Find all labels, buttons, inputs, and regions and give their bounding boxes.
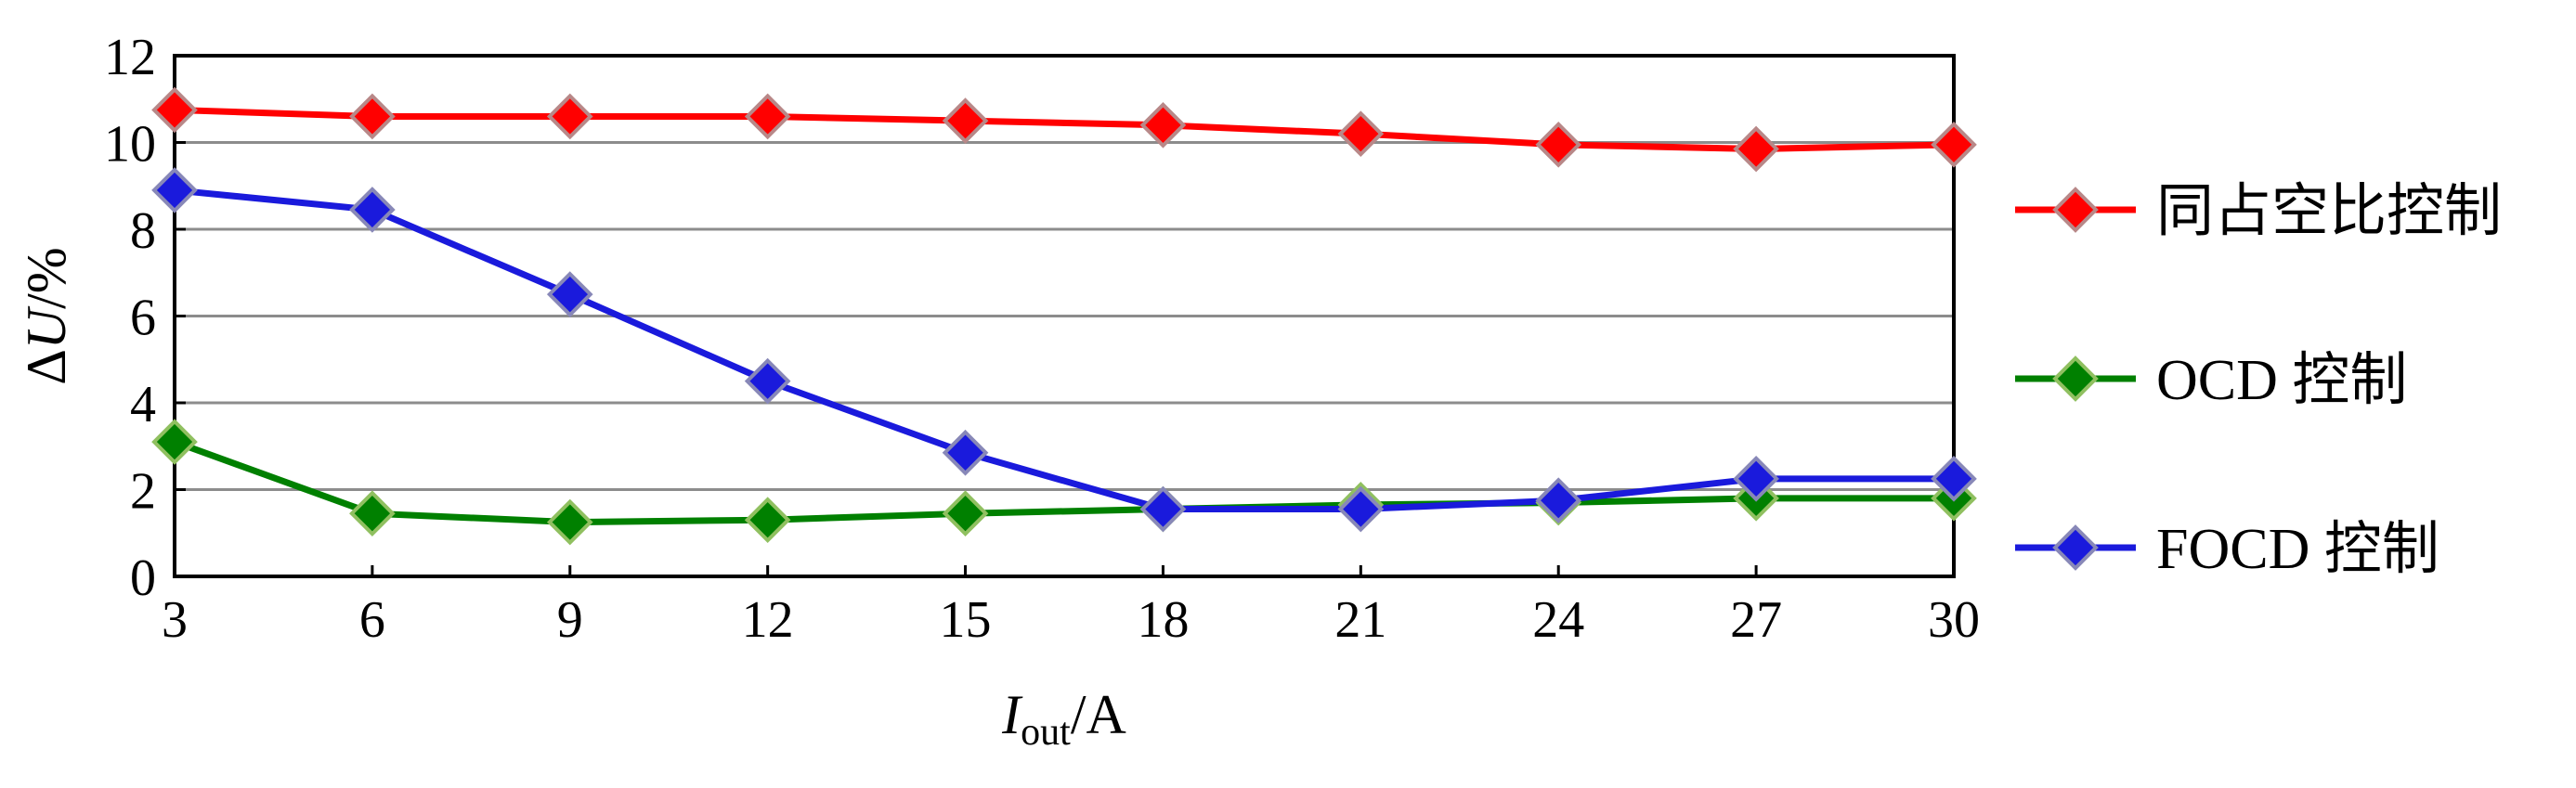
legend-item: OCD 控制	[2015, 349, 2407, 412]
y-tick-label: 6	[130, 290, 156, 347]
x-tick-label: 21	[1334, 591, 1386, 649]
data-point	[942, 490, 989, 537]
y-tick-label: 8	[130, 202, 156, 260]
x-axis-label: Iout/A	[1001, 684, 1126, 754]
data-point	[744, 357, 791, 405]
data-point	[744, 497, 791, 544]
data-point	[942, 429, 989, 476]
data-point	[349, 93, 396, 140]
data-point	[942, 97, 989, 144]
series-line	[174, 187, 1954, 513]
y-tick-label: 0	[130, 549, 156, 607]
legend-item: FOCD 控制	[2015, 518, 2439, 581]
legend-label: OCD 控制	[2156, 349, 2407, 412]
data-point	[546, 271, 593, 317]
data-point	[546, 93, 593, 140]
data-point	[1139, 101, 1187, 149]
series-markers	[151, 86, 1977, 546]
data-point	[1733, 125, 1779, 173]
data-point	[349, 187, 396, 233]
data-point	[1337, 485, 1385, 533]
legend: 同占空比控制 OCD 控制 FOCD 控制	[2015, 180, 2502, 581]
legend-marker	[2052, 524, 2099, 571]
data-point	[151, 419, 198, 465]
x-tick-label: 18	[1137, 591, 1189, 649]
data-point	[744, 93, 791, 140]
x-tick-label: 12	[742, 591, 794, 649]
x-tick-label: 15	[940, 591, 992, 649]
legend-item: 同占空比控制	[2015, 180, 2502, 243]
y-axis-label: ΔU/%	[16, 247, 77, 385]
data-point	[1139, 485, 1187, 533]
data-point	[349, 490, 396, 537]
series-lines	[173, 106, 1955, 526]
data-point	[1535, 122, 1582, 168]
y-tick-label: 12	[104, 29, 156, 86]
x-tick-label: 3	[162, 591, 188, 649]
data-point	[1337, 110, 1385, 157]
y-tick-label: 4	[130, 376, 156, 433]
legend-label: 同占空比控制	[2156, 180, 2502, 243]
data-point	[546, 498, 593, 546]
series-line	[173, 438, 1954, 526]
y-tick-label: 2	[130, 463, 156, 521]
data-point	[151, 167, 198, 213]
series-line	[174, 106, 1955, 153]
x-tick-label: 9	[557, 591, 583, 649]
x-tick-label: 27	[1730, 591, 1782, 649]
grid-lines	[175, 141, 1954, 491]
x-tick-label: 30	[1928, 591, 1980, 649]
legend-marker	[2052, 355, 2099, 402]
data-point	[1733, 455, 1779, 502]
y-tick-label: 10	[104, 116, 156, 174]
x-tick-label: 6	[359, 591, 385, 649]
data-point	[1535, 477, 1582, 524]
data-point	[151, 86, 198, 134]
x-tick-label: 24	[1532, 591, 1584, 649]
legend-label: FOCD 控制	[2156, 518, 2439, 581]
data-point	[1931, 455, 1977, 502]
legend-marker	[2052, 187, 2099, 233]
data-point	[1931, 122, 1977, 168]
